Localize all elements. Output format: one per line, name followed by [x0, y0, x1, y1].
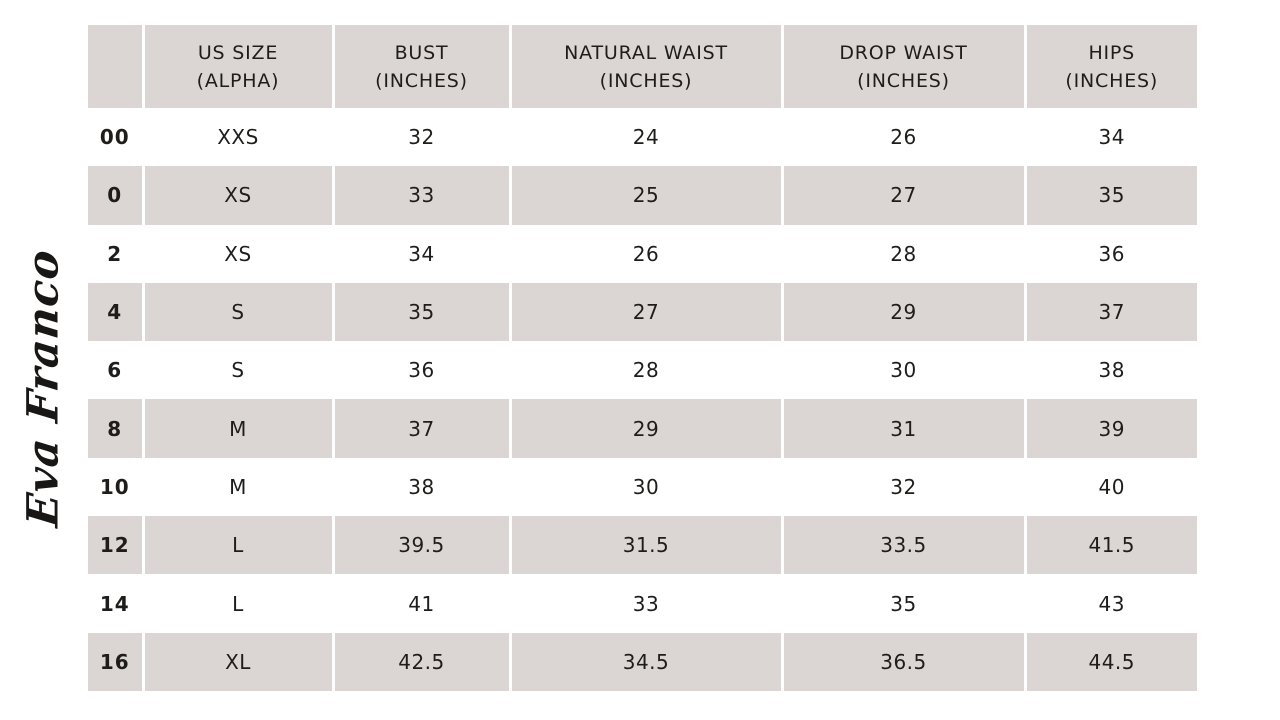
header-cell-us-size-alpha: US SIZE (ALPHA)	[141, 25, 333, 108]
header-cell-blank	[88, 25, 143, 108]
header-cell-natural-waist: NATURAL WAIST (INCHES)	[508, 25, 782, 108]
header-line-1: HIPS	[1088, 41, 1136, 64]
brand-logo: Eva Franco	[6, 247, 80, 529]
alpha-size-cell: M	[141, 457, 333, 517]
alpha-size-cell: XL	[141, 632, 333, 691]
alpha-size-cell: L	[141, 574, 333, 633]
bust-cell: 39.5	[331, 516, 510, 575]
natural-waist-cell: 33	[508, 574, 782, 633]
drop-waist-cell: 29	[780, 282, 1025, 342]
bust-cell: 37	[331, 399, 510, 458]
drop-waist-cell: 35	[780, 574, 1025, 633]
us-size-cell: 8	[107, 416, 123, 441]
drop-waist-cell: 27	[780, 166, 1025, 225]
header-row: US SIZE (ALPHA) BUST (INCHES) NATURAL WA…	[88, 25, 1197, 108]
header-line-1: NATURAL WAIST	[564, 41, 728, 64]
natural-waist-cell: 31.5	[508, 516, 782, 575]
brand-logo-text: Eva Franco	[18, 246, 69, 530]
table-row-size-00: 00 XXS 32 24 26 34	[88, 108, 1197, 167]
us-size-cell: 10	[99, 474, 130, 499]
hips-cell: 38	[1023, 341, 1197, 400]
header-line-2: (INCHES)	[857, 69, 950, 92]
natural-waist-cell: 27	[508, 282, 782, 342]
drop-waist-cell: 30	[780, 341, 1025, 400]
header-line-2: (INCHES)	[599, 69, 693, 92]
bust-cell: 34	[331, 224, 510, 283]
alpha-size-cell: XS	[141, 224, 333, 283]
us-size-cell: 00	[99, 125, 130, 150]
drop-waist-cell: 31	[780, 399, 1025, 458]
us-size-cell: 0	[107, 183, 123, 208]
bust-cell: 32	[331, 108, 510, 167]
natural-waist-cell: 26	[508, 224, 782, 283]
us-size-cell: 12	[99, 533, 130, 558]
us-size-cell: 2	[107, 241, 123, 266]
natural-waist-cell: 28	[508, 341, 782, 400]
hips-cell: 34	[1023, 108, 1197, 167]
alpha-size-cell: S	[141, 341, 333, 400]
drop-waist-cell: 33.5	[780, 516, 1025, 575]
bust-cell: 42.5	[331, 632, 510, 691]
hips-cell: 35	[1023, 166, 1197, 225]
us-size-cell: 16	[99, 649, 130, 674]
header-cell-drop-waist: DROP WAIST (INCHES)	[780, 25, 1025, 108]
header-line-2: (INCHES)	[1065, 69, 1159, 92]
bust-cell: 41	[331, 574, 510, 633]
hips-cell: 44.5	[1023, 632, 1197, 691]
drop-waist-cell: 32	[780, 457, 1025, 517]
header-line-1: BUST	[394, 41, 449, 64]
table-row-size-4: 4 S 35 27 29 37	[88, 282, 1197, 342]
size-chart-table: US SIZE (ALPHA) BUST (INCHES) NATURAL WA…	[88, 25, 1197, 691]
us-size-cell: 4	[107, 300, 123, 325]
table-row-size-8: 8 M 37 29 31 39	[88, 399, 1197, 458]
bust-cell: 33	[331, 166, 510, 225]
drop-waist-cell: 28	[780, 224, 1025, 283]
bust-cell: 35	[331, 282, 510, 342]
hips-cell: 40	[1023, 457, 1197, 517]
table-row-size-0: 0 XS 33 25 27 35	[88, 166, 1197, 225]
header-line-1: US SIZE	[197, 41, 279, 64]
hips-cell: 43	[1023, 574, 1197, 633]
natural-waist-cell: 30	[508, 457, 782, 517]
header-line-2: (ALPHA)	[196, 69, 280, 92]
header-line-2: (INCHES)	[375, 69, 468, 92]
alpha-size-cell: S	[141, 282, 333, 342]
hips-cell: 37	[1023, 282, 1197, 342]
table-row-size-12: 12 L 39.5 31.5 33.5 41.5	[88, 516, 1197, 575]
alpha-size-cell: M	[141, 399, 333, 458]
table-row-size-2: 2 XS 34 26 28 36	[88, 224, 1197, 283]
bust-cell: 36	[331, 341, 510, 400]
table-row-size-10: 10 M 38 30 32 40	[88, 457, 1197, 517]
natural-waist-cell: 34.5	[508, 632, 782, 691]
natural-waist-cell: 25	[508, 166, 782, 225]
drop-waist-cell: 26	[780, 108, 1025, 167]
natural-waist-cell: 29	[508, 399, 782, 458]
us-size-cell: 6	[107, 358, 123, 383]
table-row-size-14: 14 L 41 33 35 43	[88, 574, 1197, 633]
alpha-size-cell: XXS	[141, 108, 333, 167]
hips-cell: 36	[1023, 224, 1197, 283]
table-row-size-16: 16 XL 42.5 34.5 36.5 44.5	[88, 632, 1197, 691]
alpha-size-cell: XS	[141, 166, 333, 225]
header-cell-hips: HIPS (INCHES)	[1023, 25, 1197, 108]
us-size-cell: 14	[99, 591, 130, 616]
drop-waist-cell: 36.5	[780, 632, 1025, 691]
table-row-size-6: 6 S 36 28 30 38	[88, 341, 1197, 400]
alpha-size-cell: L	[141, 516, 333, 575]
hips-cell: 39	[1023, 399, 1197, 458]
header-cell-bust: BUST (INCHES)	[331, 25, 510, 108]
hips-cell: 41.5	[1023, 516, 1197, 575]
header-line-1: DROP WAIST	[839, 41, 968, 64]
bust-cell: 38	[331, 457, 510, 517]
natural-waist-cell: 24	[508, 108, 782, 167]
